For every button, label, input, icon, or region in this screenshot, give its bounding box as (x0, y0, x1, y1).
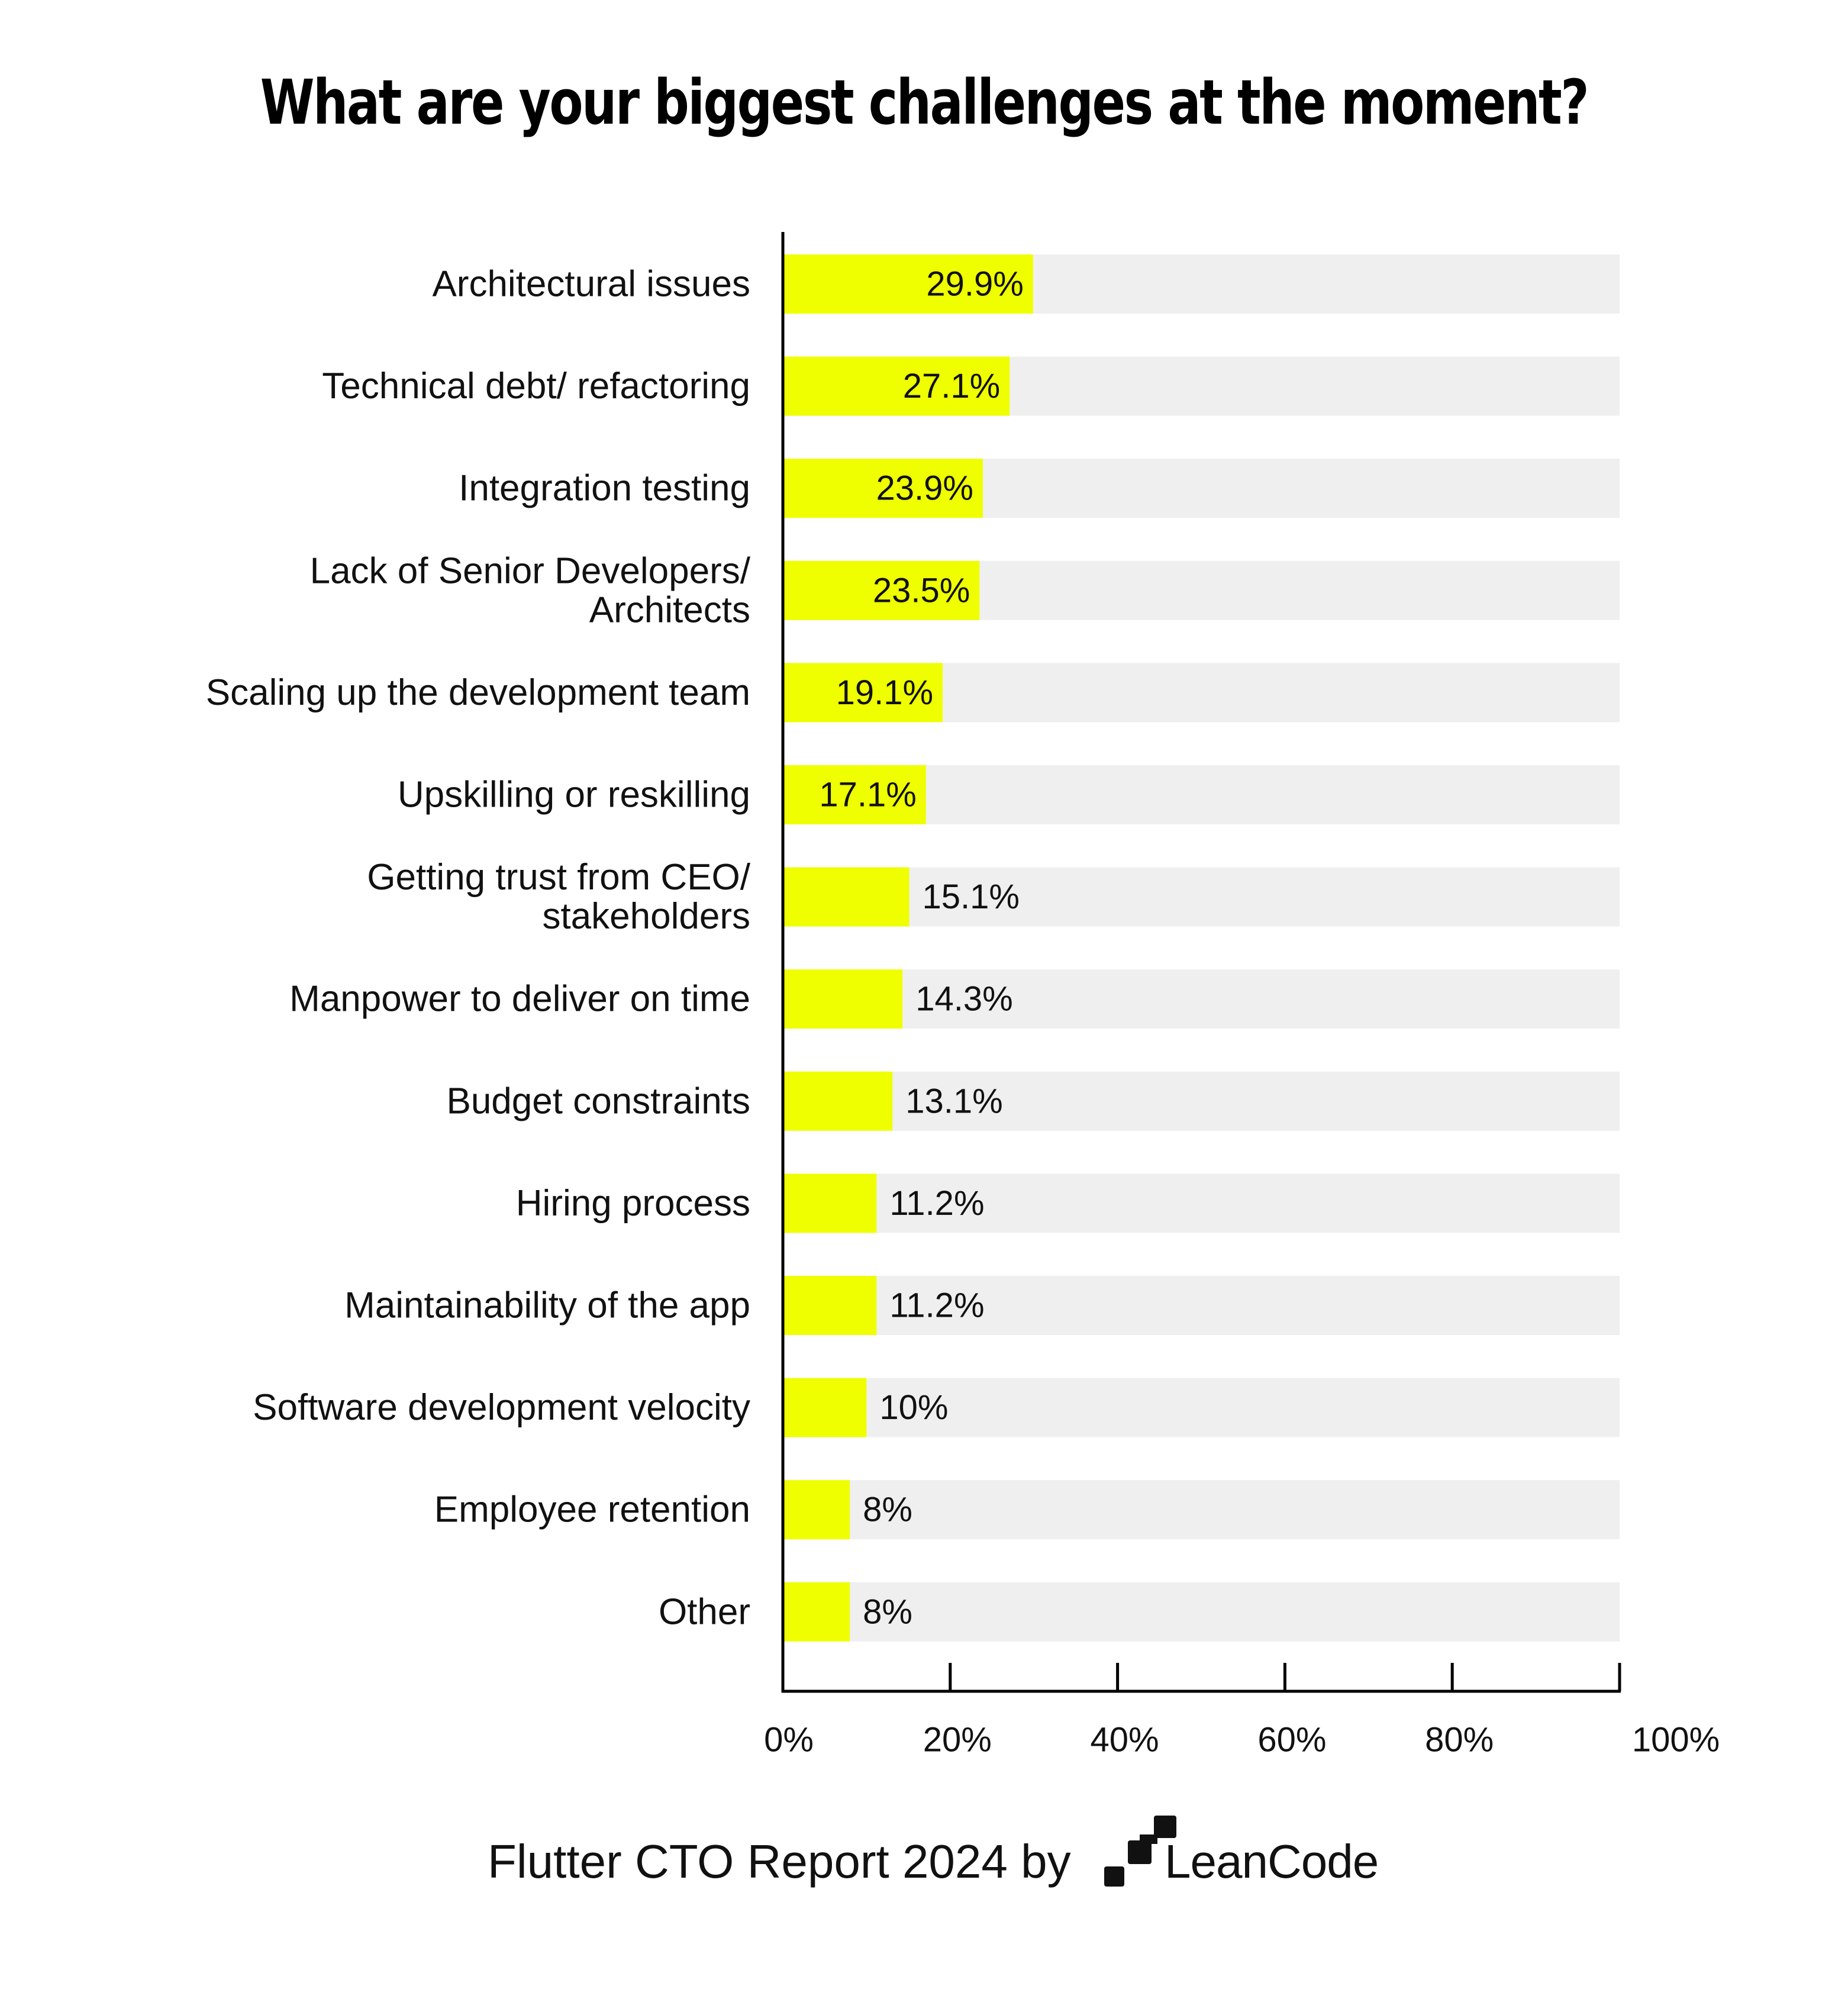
bar (783, 356, 1010, 416)
data-label: 15.1% (923, 878, 1020, 916)
bar (783, 1071, 893, 1131)
data-label: 13.1% (905, 1082, 1002, 1120)
axes (781, 232, 1621, 1693)
category-label: Architectural issues (432, 264, 750, 305)
footer-text: Flutter CTO Report 2024 by (488, 1835, 1071, 1888)
footer: Flutter CTO Report 2024 by LeanCode (0, 1811, 1848, 1906)
chart-title: What are your biggest challenges at the … (260, 66, 1589, 138)
leancode-logo-icon (1104, 1816, 1176, 1887)
bar (783, 1276, 877, 1335)
x-tick-label: 80% (1425, 1721, 1494, 1759)
category-label: Hiring process (516, 1183, 750, 1224)
x-tick-labels: 0% 20% 40% 60% 80% 100% (764, 1721, 1720, 1759)
category-label: Upskilling or reskilling (398, 775, 750, 815)
data-label: 10% (879, 1388, 948, 1427)
bar (783, 254, 1033, 314)
x-tick-label: 100% (1632, 1721, 1720, 1759)
value-labels: 29.9% 27.1% 23.9% 23.5% 19.1% 17.1% 15.1% 14.3%… (819, 265, 1023, 1632)
bar (783, 765, 926, 824)
bar (783, 1173, 877, 1233)
bar (783, 1582, 850, 1642)
bar (783, 560, 980, 620)
data-label: 8% (863, 1592, 912, 1631)
category-label: Manpower to deliver on time (289, 979, 750, 1020)
category-label: Other (659, 1591, 750, 1632)
bar-track (783, 969, 1620, 1029)
bar (783, 663, 943, 723)
category-label: Employee retention (434, 1489, 750, 1530)
data-label: 11.2% (889, 1287, 984, 1325)
data-label: 19.1% (836, 673, 933, 712)
bar-track (783, 1378, 1620, 1437)
bar-track (783, 1173, 1620, 1233)
bar (783, 969, 903, 1029)
category-label: Technical debt/ refactoring (322, 366, 750, 407)
category-label: stakeholders (542, 896, 750, 937)
bar (783, 867, 910, 927)
brand-name: LeanCode (1165, 1835, 1379, 1888)
x-tick-label: 60% (1257, 1721, 1326, 1759)
category-labels: Architectural issues Technical debt/ refa… (206, 264, 751, 1633)
category-label: Scaling up the development team (206, 672, 750, 713)
category-label: Integration testing (459, 468, 750, 509)
data-label: 23.5% (873, 571, 970, 610)
bars (783, 254, 1033, 1642)
data-label: 14.3% (915, 980, 1012, 1018)
category-label: Budget constraints (446, 1081, 750, 1121)
bar (783, 1480, 850, 1540)
x-tick-label: 20% (923, 1721, 992, 1759)
bar-track (783, 1480, 1620, 1540)
data-label: 11.2% (889, 1184, 984, 1223)
category-label: Software development velocity (253, 1387, 750, 1428)
category-label: Getting trust from CEO/ (367, 857, 751, 898)
bar-track (783, 1582, 1620, 1642)
data-label: 23.9% (876, 469, 973, 508)
data-label: 8% (863, 1491, 912, 1529)
category-label: Lack of Senior Developers/ (310, 550, 751, 591)
x-tick-label: 0% (764, 1721, 814, 1759)
category-label: Maintainability of the app (344, 1285, 750, 1326)
bar-track (783, 1276, 1620, 1335)
x-tick-label: 40% (1091, 1721, 1159, 1759)
category-label: Architects (589, 589, 750, 630)
bar-track (783, 867, 1620, 927)
bar (783, 459, 983, 518)
bar (783, 1378, 867, 1437)
data-label: 17.1% (819, 776, 916, 814)
data-label: 29.9% (926, 265, 1023, 304)
bar-track (783, 1071, 1620, 1131)
data-label: 27.1% (903, 367, 1000, 405)
